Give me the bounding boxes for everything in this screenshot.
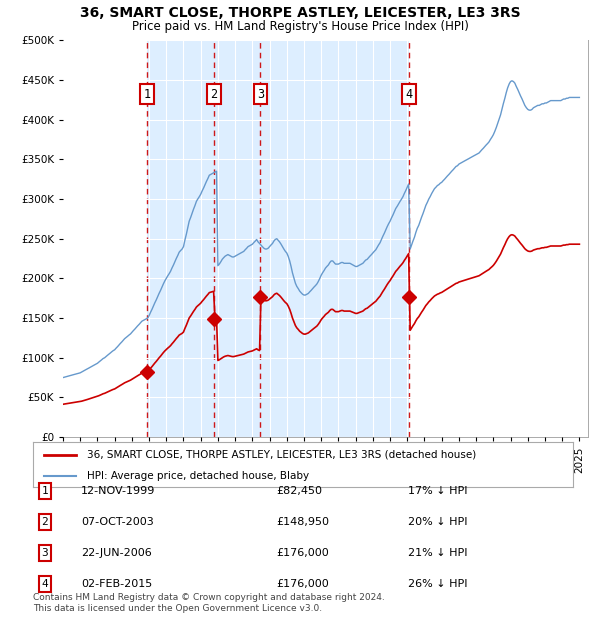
Text: £176,000: £176,000 — [276, 579, 329, 589]
Text: Contains HM Land Registry data © Crown copyright and database right 2024.
This d: Contains HM Land Registry data © Crown c… — [33, 593, 385, 613]
Text: HPI: Average price, detached house, Blaby: HPI: Average price, detached house, Blab… — [87, 471, 309, 480]
Text: 2: 2 — [41, 517, 49, 527]
Text: 02-FEB-2015: 02-FEB-2015 — [81, 579, 152, 589]
Text: 3: 3 — [41, 548, 49, 558]
Text: 36, SMART CLOSE, THORPE ASTLEY, LEICESTER, LE3 3RS (detached house): 36, SMART CLOSE, THORPE ASTLEY, LEICESTE… — [87, 450, 476, 459]
Text: 21% ↓ HPI: 21% ↓ HPI — [408, 548, 467, 558]
Text: 2: 2 — [211, 88, 218, 101]
Text: 3: 3 — [257, 88, 264, 101]
Text: 4: 4 — [41, 579, 49, 589]
Text: 17% ↓ HPI: 17% ↓ HPI — [408, 486, 467, 496]
Text: 07-OCT-2003: 07-OCT-2003 — [81, 517, 154, 527]
Text: 20% ↓ HPI: 20% ↓ HPI — [408, 517, 467, 527]
Text: Price paid vs. HM Land Registry's House Price Index (HPI): Price paid vs. HM Land Registry's House … — [131, 20, 469, 33]
Text: 1: 1 — [41, 486, 49, 496]
Text: £82,450: £82,450 — [276, 486, 322, 496]
Text: 26% ↓ HPI: 26% ↓ HPI — [408, 579, 467, 589]
Text: £148,950: £148,950 — [276, 517, 329, 527]
Text: 4: 4 — [405, 88, 412, 101]
Bar — [147, 40, 409, 437]
Text: £176,000: £176,000 — [276, 548, 329, 558]
Text: 36, SMART CLOSE, THORPE ASTLEY, LEICESTER, LE3 3RS: 36, SMART CLOSE, THORPE ASTLEY, LEICESTE… — [80, 6, 520, 20]
Text: 12-NOV-1999: 12-NOV-1999 — [81, 486, 155, 496]
Text: 22-JUN-2006: 22-JUN-2006 — [81, 548, 152, 558]
Text: 1: 1 — [143, 88, 151, 101]
